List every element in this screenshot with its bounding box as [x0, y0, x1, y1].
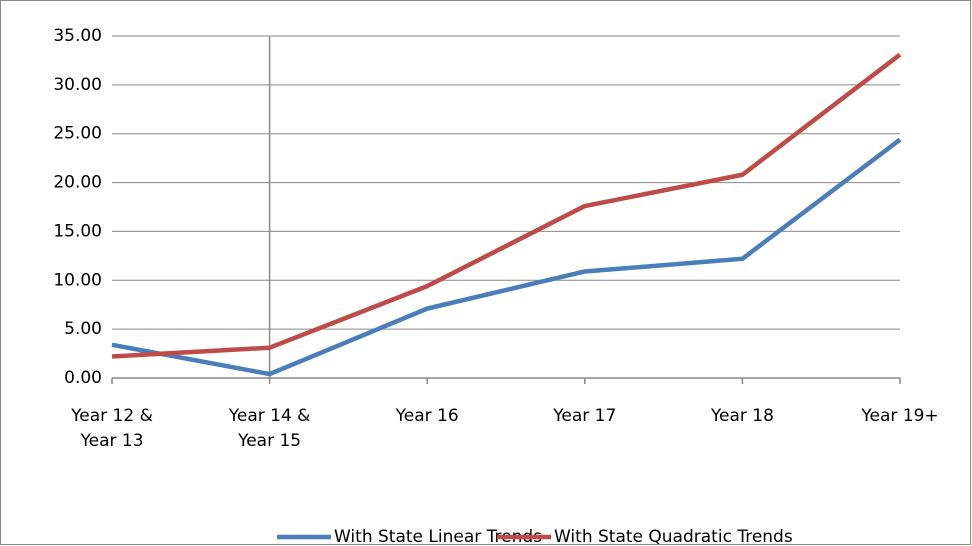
series-line	[111, 52, 902, 359]
series-line	[111, 137, 902, 377]
y-tick-label: 20.00	[53, 173, 102, 193]
y-tick-label: 5.00	[64, 319, 102, 339]
x-tick-label: Year 14 & Year 15	[228, 406, 311, 451]
x-tick-label: Year 12 & Year 13	[71, 406, 153, 451]
y-tick-label: 0.00	[64, 368, 102, 388]
legend-label: With State Linear Trends	[334, 527, 542, 546]
x-tick-label: Year 17	[553, 406, 617, 426]
y-tick-label: 35.00	[53, 26, 102, 46]
x-tick-label: Year 18	[710, 406, 774, 426]
y-tick-label: 30.00	[53, 75, 102, 95]
y-tick-label: 25.00	[53, 124, 102, 144]
legend-label: With State Quadratic Trends	[554, 527, 793, 546]
y-tick-label: 10.00	[53, 270, 102, 290]
x-tick-label: Year 19+	[861, 406, 939, 426]
x-tick-label: Year 16	[395, 406, 459, 426]
y-tick-label: 15.00	[53, 221, 102, 241]
